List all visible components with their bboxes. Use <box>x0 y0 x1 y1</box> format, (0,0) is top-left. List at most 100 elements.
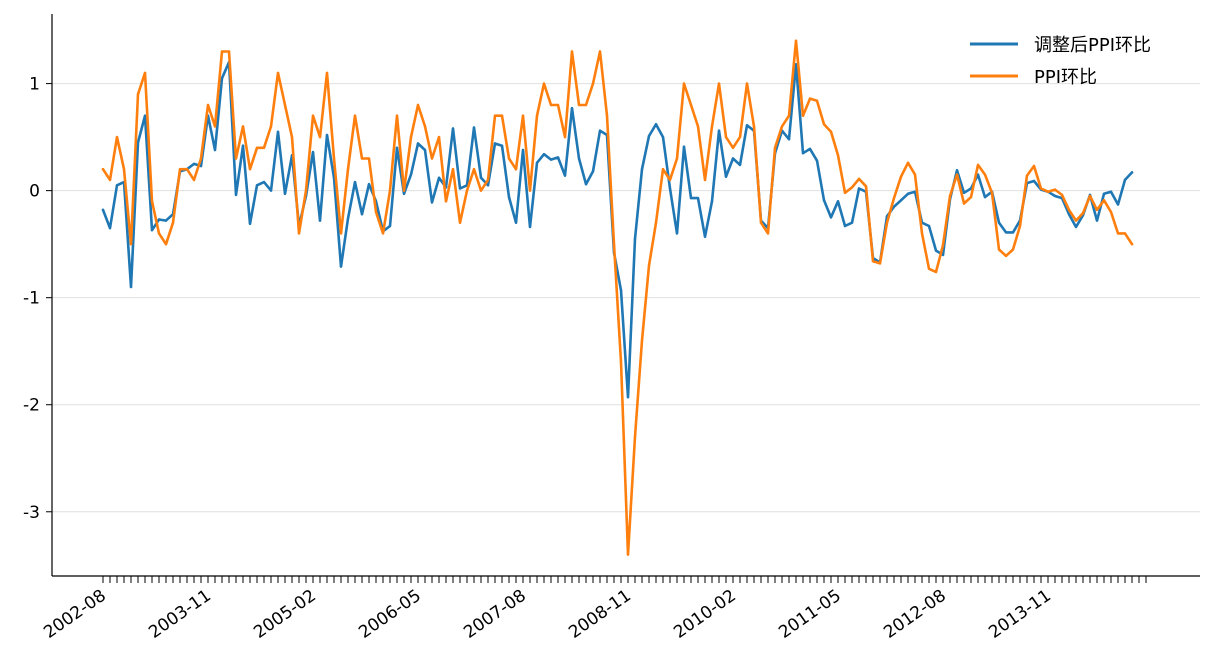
data-point <box>213 148 217 152</box>
data-point <box>710 125 714 128</box>
data-point <box>360 157 364 160</box>
data-point <box>591 170 595 173</box>
data-point <box>822 123 826 126</box>
data-point <box>913 190 917 193</box>
data-point <box>241 125 245 128</box>
data-point <box>892 205 896 208</box>
data-point <box>1130 243 1134 246</box>
data-point <box>206 103 210 107</box>
data-point <box>899 199 903 202</box>
data-point <box>507 195 511 199</box>
data-point <box>311 150 315 154</box>
data-point <box>647 264 651 267</box>
data-point <box>1116 203 1120 206</box>
x-tick-label: 2012-08 <box>880 586 950 643</box>
data-point <box>1081 211 1085 215</box>
data-point <box>1060 193 1064 197</box>
data-point <box>1046 190 1050 193</box>
data-point <box>836 200 840 203</box>
data-point <box>535 114 539 117</box>
data-point <box>458 187 462 190</box>
data-point <box>717 82 721 85</box>
data-point <box>941 244 945 247</box>
data-point <box>472 126 476 129</box>
data-point <box>150 229 154 232</box>
data-point <box>528 225 532 229</box>
data-point <box>857 187 861 190</box>
data-point <box>395 114 399 117</box>
y-tick-label: 0 <box>29 182 40 202</box>
data-point <box>500 144 504 147</box>
data-point <box>115 184 119 187</box>
data-point <box>549 158 553 161</box>
data-point <box>724 175 728 178</box>
data-point <box>626 396 630 399</box>
data-point <box>472 168 476 171</box>
data-point <box>129 285 133 289</box>
data-point <box>227 50 231 53</box>
data-point <box>927 224 931 228</box>
legend-label-2: PPI环比 <box>1034 67 1097 88</box>
axes: 1 0 -1 -2 -3 2002-08 2003-11 2005-02 2006-05 2007… <box>23 14 1200 643</box>
data-point <box>759 221 763 224</box>
data-point <box>1032 164 1036 168</box>
data-point <box>1053 188 1057 191</box>
x-tick-label: 2011-05 <box>775 586 845 643</box>
data-point <box>640 168 644 171</box>
data-point <box>1039 187 1043 190</box>
data-point <box>388 224 392 228</box>
series-lines <box>101 39 1134 556</box>
data-point <box>1116 232 1120 235</box>
data-point <box>346 168 350 171</box>
data-point <box>661 135 665 139</box>
data-point <box>234 193 238 197</box>
data-point <box>157 232 161 235</box>
data-point <box>185 168 189 171</box>
data-point <box>1025 174 1029 177</box>
data-point <box>773 146 777 149</box>
data-point <box>668 178 672 182</box>
data-point <box>374 210 378 214</box>
data-point <box>843 191 847 194</box>
data-point <box>682 82 686 85</box>
data-point <box>1004 231 1008 234</box>
data-point <box>927 267 931 270</box>
x-tick-label: 2002-08 <box>40 586 110 643</box>
data-point <box>1004 254 1008 258</box>
data-point <box>815 99 819 102</box>
data-point <box>157 218 161 221</box>
data-point <box>780 125 784 128</box>
data-point <box>997 221 1001 224</box>
data-point <box>563 174 567 177</box>
data-point <box>311 114 315 117</box>
data-point <box>990 191 994 194</box>
data-point <box>787 114 791 117</box>
data-point <box>815 159 819 162</box>
data-point <box>745 82 749 85</box>
data-point <box>731 157 735 160</box>
data-point <box>1011 248 1015 251</box>
data-point <box>577 157 581 160</box>
data-point <box>423 125 427 128</box>
x-tick-label: 2003-11 <box>145 586 215 643</box>
data-point <box>710 200 714 203</box>
data-point <box>675 157 679 160</box>
data-point <box>724 135 728 139</box>
data-point <box>220 50 224 53</box>
data-point <box>703 235 707 238</box>
data-point <box>626 553 630 556</box>
data-point <box>857 177 861 181</box>
data-point <box>885 221 889 224</box>
data-point <box>647 134 651 138</box>
data-point <box>542 82 546 85</box>
data-point <box>794 39 798 42</box>
data-point <box>899 175 903 178</box>
data-point <box>619 289 623 292</box>
data-point <box>486 184 490 187</box>
data-point <box>199 157 203 160</box>
data-point <box>430 157 434 160</box>
data-point <box>381 232 385 235</box>
series-line-1 <box>101 60 1134 399</box>
data-point <box>892 196 896 200</box>
data-point <box>850 221 854 224</box>
